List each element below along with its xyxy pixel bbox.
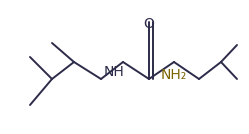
Text: O: O [144, 17, 154, 31]
Text: NH₂: NH₂ [161, 68, 187, 82]
Text: NH: NH [104, 65, 124, 79]
